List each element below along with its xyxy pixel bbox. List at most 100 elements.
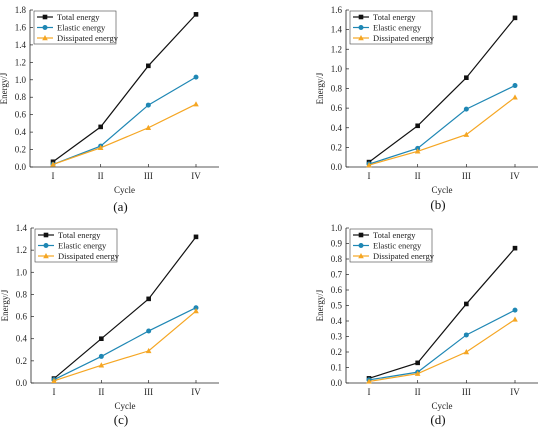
x-tick-label: II [415,387,421,397]
y-tick-label: 0.7 [331,270,343,280]
y-tick-label: 1.2 [15,57,26,67]
y-tick-label: 1.2 [16,245,27,255]
chart-panel-3: 0.00.20.40.60.81.01.21.4I II III IVCycleEne… [0,223,219,427]
y-tick-label: 0.6 [16,312,28,322]
data-point [98,362,105,368]
y-tick-label: 0.4 [331,123,343,133]
x-tick-label: III [144,387,153,397]
x-tick-label: II [98,387,104,397]
series-line [368,309,516,381]
data-point [99,336,104,342]
legend-label: Elastic energy [58,241,107,251]
y-axis-label: Energy/J [0,72,9,104]
y-tick-label: 0.0 [331,378,343,388]
series-line [53,310,197,382]
y-tick-label: 0.0 [16,378,28,388]
series-line [52,13,197,163]
y-axis-label: Energy/J [315,72,325,104]
chart-panel-2: 0.00.20.40.60.81.01.21.41.6I II III IVCycle… [315,5,538,212]
y-tick-label: 1.6 [331,5,343,15]
legend-marker [43,243,49,248]
x-tick-label: II [98,171,104,181]
x-tick-label: I [368,387,371,397]
legend-label: Total energy [57,12,100,22]
data-point [512,94,518,100]
data-point [50,161,56,167]
legend-label: Total energy [373,230,416,240]
panel-label: (c) [114,412,128,427]
x-tick-label: IV [191,171,201,181]
data-point [463,131,470,137]
y-tick-label: 0.6 [331,285,343,295]
y-tick-label: 0.1 [331,363,342,373]
y-tick-label: 1.4 [15,40,27,50]
y-tick-label: 0.4 [15,127,27,137]
x-tick-label: IV [191,387,201,397]
y-tick-label: 0.8 [331,84,343,94]
legend-marker [43,232,49,238]
x-tick-label: III [144,171,153,181]
legend-label: Dissipated energy [373,251,435,261]
data-point [193,234,199,240]
series-line [368,85,516,165]
legend-marker [358,14,364,20]
y-tick-label: 0.4 [331,316,343,326]
series-line [368,96,516,166]
y-tick-label: 1.0 [331,223,343,233]
panel-label: (b) [430,197,445,212]
series-line [53,307,197,381]
x-tick-label: IV [510,171,520,181]
x-tick-label: IV [510,387,520,397]
x-axis-label: Cycle [114,185,135,195]
x-axis-label: Cycle [115,401,136,411]
series-line [368,17,516,163]
data-point [366,378,372,384]
data-point [463,332,469,338]
panel-label: (a) [113,199,127,214]
y-tick-label: 0.3 [331,332,343,342]
data-point [414,148,421,154]
y-tick-label: 1.0 [331,64,343,74]
legend-marker [43,253,49,259]
legend-marker [358,243,364,248]
series-line [368,247,516,379]
series-line [52,76,197,165]
data-point [512,307,518,313]
data-point [463,106,469,112]
chart-panel-4: 0.00.10.20.30.40.50.60.70.80.91.0I II III I… [315,223,538,427]
legend-marker [358,253,364,259]
series-line [53,236,197,380]
data-point [146,328,152,334]
data-point [146,296,151,302]
data-point [464,75,469,81]
data-point [512,316,518,322]
data-point [463,349,470,355]
data-point [366,162,372,168]
legend-label: Elastic energy [57,23,106,33]
y-tick-label: 0.4 [16,334,28,344]
data-point [145,124,152,130]
data-point [414,370,421,376]
y-tick-label: 0.2 [331,142,342,152]
x-tick-label: II [415,171,421,181]
chart-panel-1: 0.00.20.40.60.81.01.21.41.61.8I II III IVCy… [0,5,219,214]
data-point [193,305,199,311]
legend-marker [42,14,48,20]
data-point [145,347,152,354]
x-tick-label: III [462,171,471,181]
y-tick-label: 0.2 [331,347,342,357]
y-axis-label: Energy/J [315,289,325,321]
y-tick-label: 1.4 [331,25,343,35]
data-point [464,301,469,307]
data-point [193,101,199,107]
y-tick-label: 0.2 [15,145,26,155]
data-point [193,308,199,314]
data-point [193,12,199,17]
legend-marker [358,35,364,41]
y-tick-label: 0.8 [331,254,343,264]
y-tick-label: 1.4 [16,223,28,233]
x-axis-label: Cycle [432,401,453,411]
y-tick-label: 0.6 [15,110,27,120]
y-tick-label: 0.5 [331,301,343,311]
